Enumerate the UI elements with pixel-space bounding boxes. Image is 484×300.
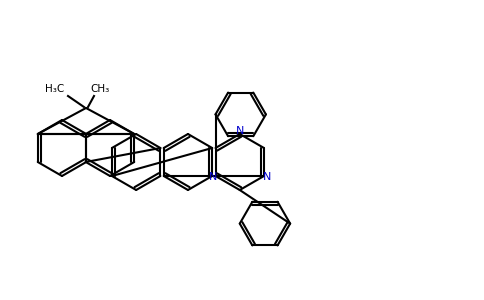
- Text: N: N: [262, 172, 271, 182]
- Text: H₃C: H₃C: [45, 84, 64, 94]
- Text: CH₃: CH₃: [90, 84, 109, 94]
- Text: N: N: [209, 172, 217, 182]
- Text: N: N: [236, 126, 244, 136]
